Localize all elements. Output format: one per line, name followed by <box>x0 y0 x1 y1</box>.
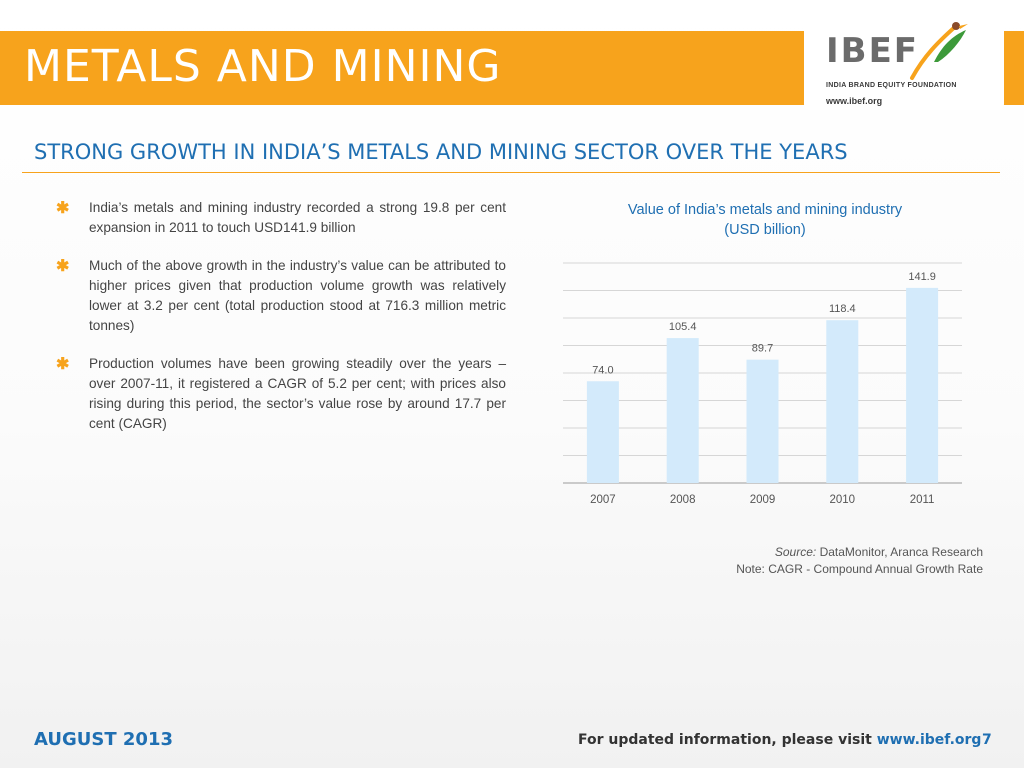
logo-url: www.ibef.org <box>826 96 883 106</box>
x-tick-label: 2009 <box>750 494 776 506</box>
source-text: DataMonitor, Aranca Research <box>819 545 983 559</box>
x-tick-label: 2007 <box>590 494 616 506</box>
data-label: 118.4 <box>829 303 856 315</box>
bullet-list: ✱ India’s metals and mining industry rec… <box>56 198 506 452</box>
data-label: 74.0 <box>592 364 613 376</box>
bar <box>586 381 619 483</box>
x-tick-label: 2010 <box>830 494 856 506</box>
bar <box>906 287 939 483</box>
bar <box>666 338 699 483</box>
data-label: 105.4 <box>669 321 697 333</box>
asterisk-bullet-icon: ✱ <box>56 200 70 217</box>
logo-text: IBEF <box>826 31 920 71</box>
bullet-item: ✱ Much of the above growth in the indust… <box>56 256 506 336</box>
footer-link[interactable]: www.ibef.org <box>876 732 982 748</box>
footer-info-text: For updated information, please visit <box>578 732 872 748</box>
footer-info: For updated information, please visit ww… <box>578 732 981 748</box>
source-line: Source: DataMonitor, Aranca Research <box>775 545 983 559</box>
page-number: 7 <box>982 732 992 748</box>
bar <box>746 359 779 483</box>
footer-date: AUGUST 2013 <box>34 729 173 750</box>
source-label: Source: <box>774 545 817 559</box>
bird-logo-icon <box>910 22 968 80</box>
subtitle-divider <box>22 172 1000 173</box>
x-tick-label: 2011 <box>910 494 935 506</box>
ibef-logo[interactable]: IBEF INDIA BRAND EQUITY FOUNDATION www.i… <box>804 14 1004 110</box>
bullet-item: ✱ India’s metals and mining industry rec… <box>56 198 506 238</box>
chart-title: Value of India’s metals and mining indus… <box>627 202 903 218</box>
section-subtitle: STRONG GROWTH IN INDIA’S METALS AND MINI… <box>34 140 848 164</box>
bullet-text: Much of the above growth in the industry… <box>89 258 506 333</box>
data-label: 141.9 <box>908 271 936 283</box>
page-title: METALS AND MINING <box>24 41 502 92</box>
chart-subtitle: (USD billion) <box>724 222 806 238</box>
bullet-text: Production volumes have been growing ste… <box>89 356 506 431</box>
asterisk-bullet-icon: ✱ <box>56 258 70 275</box>
bar <box>826 320 859 483</box>
bullet-text: India’s metals and mining industry recor… <box>89 200 506 235</box>
x-tick-label: 2008 <box>670 494 696 506</box>
note-line: Note: CAGR - Compound Annual Growth Rate <box>736 562 983 576</box>
chart-title-block: Value of India’s metals and mining indus… <box>566 200 964 240</box>
data-label: 89.7 <box>752 343 773 355</box>
bullet-item: ✱ Production volumes have been growing s… <box>56 354 506 434</box>
logo-subtitle: INDIA BRAND EQUITY FOUNDATION <box>826 82 957 89</box>
asterisk-bullet-icon: ✱ <box>56 356 70 373</box>
